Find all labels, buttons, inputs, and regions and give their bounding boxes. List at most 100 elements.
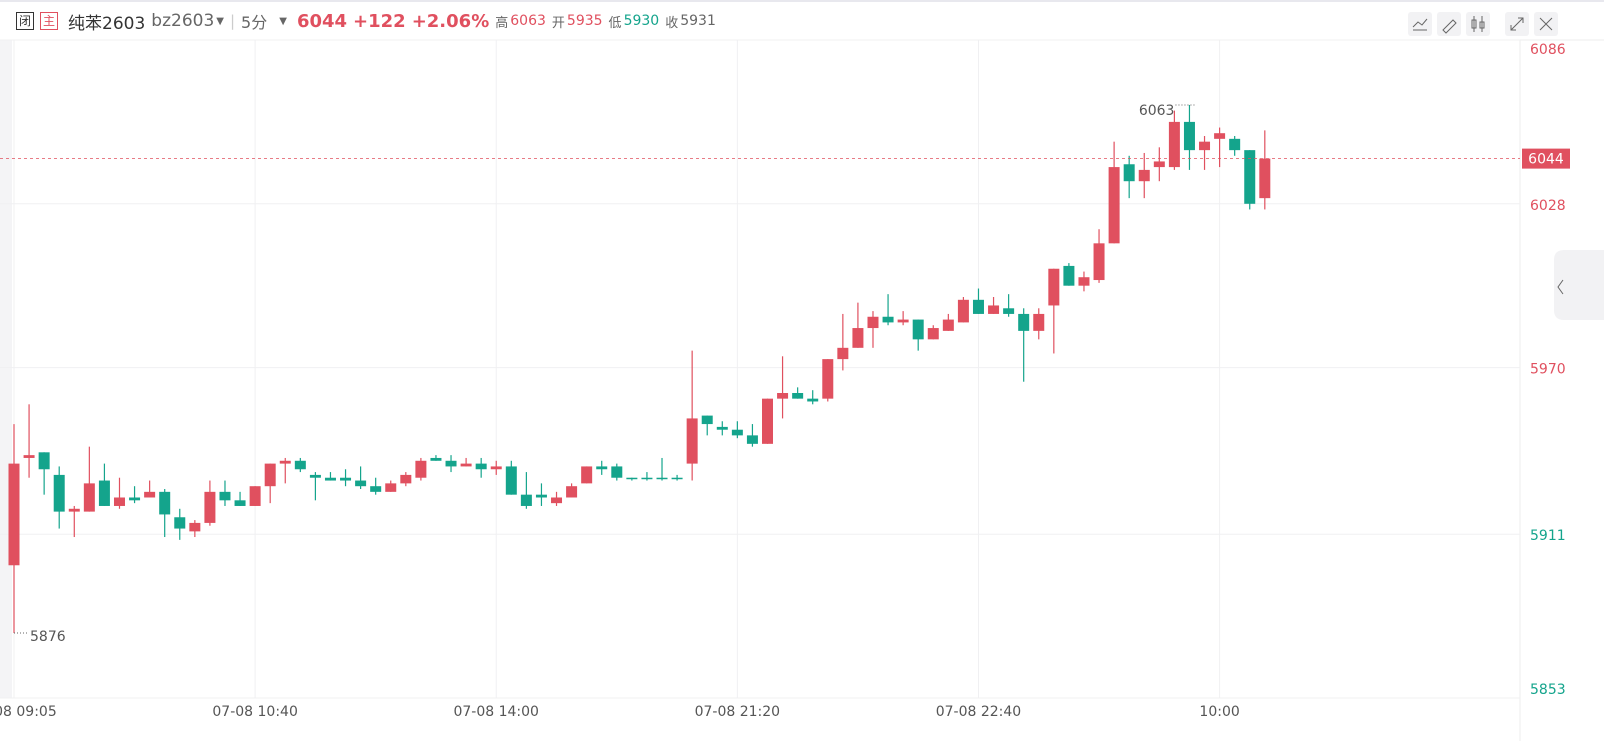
- x-tick-label: 07-08 10:40: [212, 704, 297, 720]
- candle-body: [792, 393, 804, 399]
- period[interactable]: 5分: [241, 13, 268, 32]
- caret[interactable]: ▼: [279, 15, 287, 27]
- candle-body: [731, 429, 743, 436]
- x-tick-label: 07-08 14:00: [453, 704, 538, 720]
- candle-body: [129, 497, 141, 501]
- code[interactable]: bz2603: [151, 11, 215, 31]
- candle-body: [475, 463, 487, 470]
- tool-icon: [1471, 16, 1485, 32]
- candle-body: [174, 517, 186, 529]
- divider: |: [229, 12, 236, 30]
- candle-body: [53, 474, 65, 512]
- candle-body: [249, 486, 261, 506]
- candle-body: [98, 480, 110, 506]
- candle-body: [264, 463, 276, 487]
- candle-body: [1033, 313, 1045, 331]
- y-tick-label: 6086: [1530, 42, 1566, 58]
- candle-body: [988, 305, 1000, 314]
- candle-body: [113, 497, 125, 506]
- header: 闭 主 纯苯2603 bz2603 ▼ | 5分 ▼ 6044 +122 +2.…: [0, 0, 1604, 40]
- candle-body: [460, 463, 472, 467]
- tool-icon: [1539, 17, 1553, 31]
- y-tick-label: 5970: [1530, 362, 1566, 378]
- x-tick-label: 07-08 09:05: [0, 704, 57, 720]
- candle-body: [1259, 158, 1271, 199]
- candle-body: [777, 393, 789, 399]
- tool-button[interactable]: [1466, 12, 1490, 36]
- candle-body: [701, 415, 713, 425]
- candle-body: [611, 466, 623, 478]
- stat-value: 6063: [510, 13, 546, 29]
- last-price-badge: [1522, 148, 1570, 169]
- candle-body: [520, 494, 532, 506]
- candle-body: [867, 316, 879, 329]
- candle-body: [882, 316, 894, 323]
- name: 纯苯2603: [68, 13, 146, 34]
- close-icon[interactable]: 闭: [16, 12, 35, 30]
- candle-body: [294, 460, 306, 470]
- tool-icon: [1442, 19, 1457, 34]
- change: +122: [353, 10, 406, 32]
- candle-body: [1108, 167, 1120, 244]
- candle-body: [566, 486, 578, 498]
- stat-label: 收: [665, 15, 679, 31]
- last-price: 6044: [296, 10, 348, 32]
- x-tick-label: 10:00: [1199, 704, 1239, 720]
- stat-value: 5935: [566, 13, 603, 29]
- candle-body: [279, 460, 291, 464]
- min-label: 5876: [30, 629, 66, 645]
- main-icon[interactable]: 主: [40, 12, 59, 30]
- last-price-label: 6044: [1528, 152, 1564, 168]
- candle-body: [912, 319, 924, 340]
- candle-body: [1244, 150, 1256, 204]
- candle-body: [1183, 121, 1195, 151]
- collapse-icon: [1557, 279, 1564, 295]
- candle-body: [219, 491, 231, 501]
- candle-body: [641, 477, 653, 480]
- toolbar: [1408, 12, 1604, 320]
- change-pct: +2.06%: [411, 10, 490, 32]
- candle-body: [1153, 161, 1165, 168]
- max-label: 6063: [1139, 103, 1175, 119]
- candle-body: [656, 477, 668, 480]
- candle-body: [1003, 308, 1015, 314]
- candle-body: [551, 497, 563, 504]
- candle-body: [430, 457, 442, 461]
- stat-value: 5931: [680, 13, 716, 29]
- candle-body: [189, 522, 201, 532]
- candle-body: [400, 474, 412, 484]
- candle-body: [686, 418, 698, 464]
- stat-value: 5930: [623, 13, 660, 29]
- tool-icon: [1412, 18, 1428, 31]
- candle-body: [370, 486, 382, 492]
- candle-body: [505, 466, 517, 495]
- candle-body: [38, 452, 50, 470]
- candle-body: [83, 483, 95, 512]
- candle-body: [1138, 169, 1150, 182]
- candle-body: [626, 477, 638, 480]
- y-tick-label: 6028: [1530, 198, 1566, 214]
- candle-body: [324, 477, 336, 481]
- candle-body: [355, 480, 367, 487]
- candle-body: [1123, 164, 1135, 182]
- candle-body: [1199, 141, 1211, 151]
- candle-body: [942, 319, 954, 331]
- candle-body: [204, 491, 216, 523]
- caret[interactable]: ▼: [216, 15, 224, 27]
- x-tick-label: 07-08 21:20: [695, 704, 780, 720]
- stat-label: 开: [551, 15, 565, 31]
- candle-body: [671, 477, 683, 480]
- candle-body: [837, 347, 849, 360]
- candle-body: [535, 494, 547, 498]
- candle-body: [716, 426, 728, 430]
- candle-body: [746, 435, 758, 444]
- candle-body: [23, 455, 35, 458]
- candle-body: [596, 466, 608, 470]
- stat-label: 低: [608, 15, 622, 31]
- stat-label: 高: [495, 15, 509, 31]
- y-tick-label: 5911: [1530, 528, 1566, 544]
- y-tick-label: 5853: [1530, 682, 1566, 698]
- collapse-tab[interactable]: [1554, 250, 1604, 320]
- candle-body: [8, 463, 20, 566]
